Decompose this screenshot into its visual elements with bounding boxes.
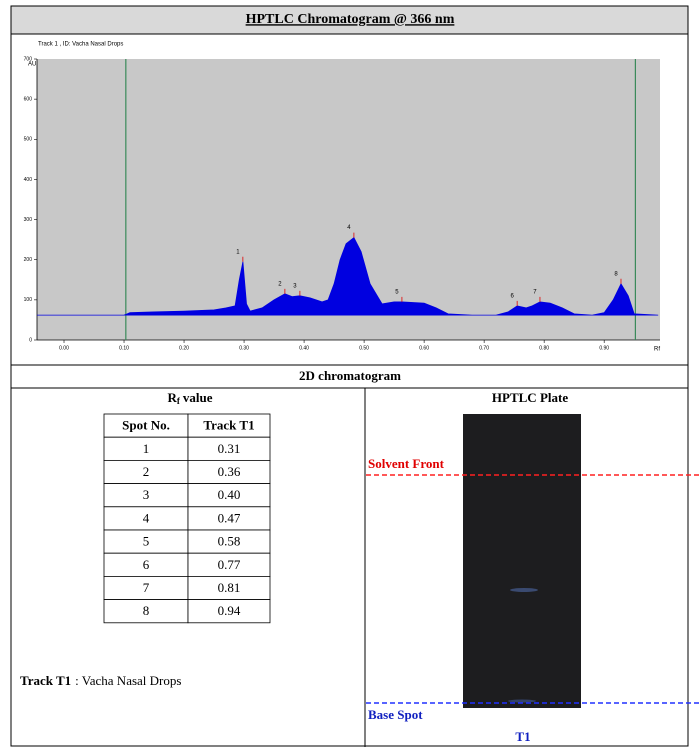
- cell-text: 1: [143, 441, 150, 456]
- x-tick-label: 0.40: [299, 345, 309, 351]
- cell-text: 0.36: [218, 464, 241, 479]
- table-cell: [187, 599, 271, 624]
- rf-heading: Rf value: [167, 390, 212, 406]
- track-note: Track T1 : Vacha Nasal Drops: [20, 673, 181, 688]
- cell-text: 0.94: [218, 603, 241, 618]
- peak-label: 3: [293, 283, 297, 289]
- x-axis-label: Rf: [654, 347, 660, 353]
- solvent-front-label: Solvent Front: [368, 456, 445, 471]
- cell-text: 0.40: [218, 487, 241, 502]
- peak-label: 2: [278, 281, 282, 287]
- note-text: : Vacha Nasal Drops: [75, 673, 181, 688]
- rf-symbol: R: [167, 390, 177, 405]
- cell-text: 3: [143, 487, 150, 502]
- cell-text: 6: [143, 557, 150, 572]
- curve: [37, 236, 659, 316]
- y-tick-label: 100: [24, 297, 33, 303]
- cell-text: 0.31: [218, 441, 241, 456]
- y-tick-label: 500: [24, 137, 33, 143]
- plate-spot: [508, 699, 536, 703]
- track-label: T1: [515, 729, 530, 744]
- header-bar: [10, 5, 689, 35]
- cell-text: 0.58: [218, 534, 241, 549]
- chromatogram: Track 1 , ID: Vacha Nasal Drops AU Rf 0 1…: [24, 42, 661, 353]
- note-label: Track T1: [20, 673, 71, 688]
- plate-image: [463, 414, 581, 708]
- cell-text: 0.77: [218, 557, 241, 572]
- y-tick-label: 200: [24, 257, 33, 263]
- peak-label: 8: [614, 271, 618, 277]
- peak-label: 7: [533, 289, 537, 295]
- peak-label: 5: [395, 289, 399, 295]
- cell-text: 4: [143, 510, 150, 525]
- x-tick-label: 0.60: [419, 345, 429, 351]
- peak-label: 1: [236, 249, 240, 255]
- x-tick-label: 0.90: [599, 345, 609, 351]
- rf-table: Spot No. Track T1 1 0.31 2 0.36 3 0.40 4 0.47 5 0.5…: [103, 413, 271, 624]
- section-title: 2D chromatogram: [299, 368, 401, 383]
- y-axis-label: AU: [28, 62, 36, 68]
- y-tick-label: 300: [24, 217, 33, 223]
- x-tick-label: 0.20: [179, 345, 189, 351]
- x-tick-label: 0.00: [59, 345, 69, 351]
- cell-text: 7: [143, 580, 150, 595]
- column-header: Spot No.: [122, 418, 170, 433]
- base-spot-label: Base Spot: [368, 707, 423, 722]
- column-header: Track T1: [203, 418, 254, 433]
- y-tick-label: 0: [29, 337, 32, 343]
- y-tick-label: 700: [24, 56, 33, 62]
- rf-word: value: [183, 390, 213, 405]
- peak-label: 6: [510, 293, 514, 299]
- x-tick-label: 0.10: [119, 345, 129, 351]
- section-bar: [10, 364, 689, 389]
- peak-label: 4: [347, 225, 351, 231]
- x-tick-label: 0.70: [479, 345, 489, 351]
- x-tick-label: 0.80: [539, 345, 549, 351]
- plate-heading: HPTLC Plate: [492, 390, 568, 405]
- cell-text: 0.47: [218, 510, 241, 525]
- cell-text: 8: [143, 603, 150, 618]
- header-title: HPTLC Chromatogram @ 366 nm: [246, 12, 455, 27]
- cell-text: 2: [143, 464, 150, 479]
- y-tick-label: 600: [24, 96, 33, 102]
- plate-spot: [510, 588, 538, 592]
- x-tick-label: 0.50: [359, 345, 369, 351]
- cell-text: 5: [143, 534, 150, 549]
- y-tick-label: 400: [24, 177, 33, 183]
- x-tick-label: 0.30: [239, 345, 249, 351]
- rf-subscript: f: [177, 396, 181, 406]
- cell-text: 0.81: [218, 580, 241, 595]
- chart-subtitle: Track 1 , ID: Vacha Nasal Drops: [38, 42, 123, 48]
